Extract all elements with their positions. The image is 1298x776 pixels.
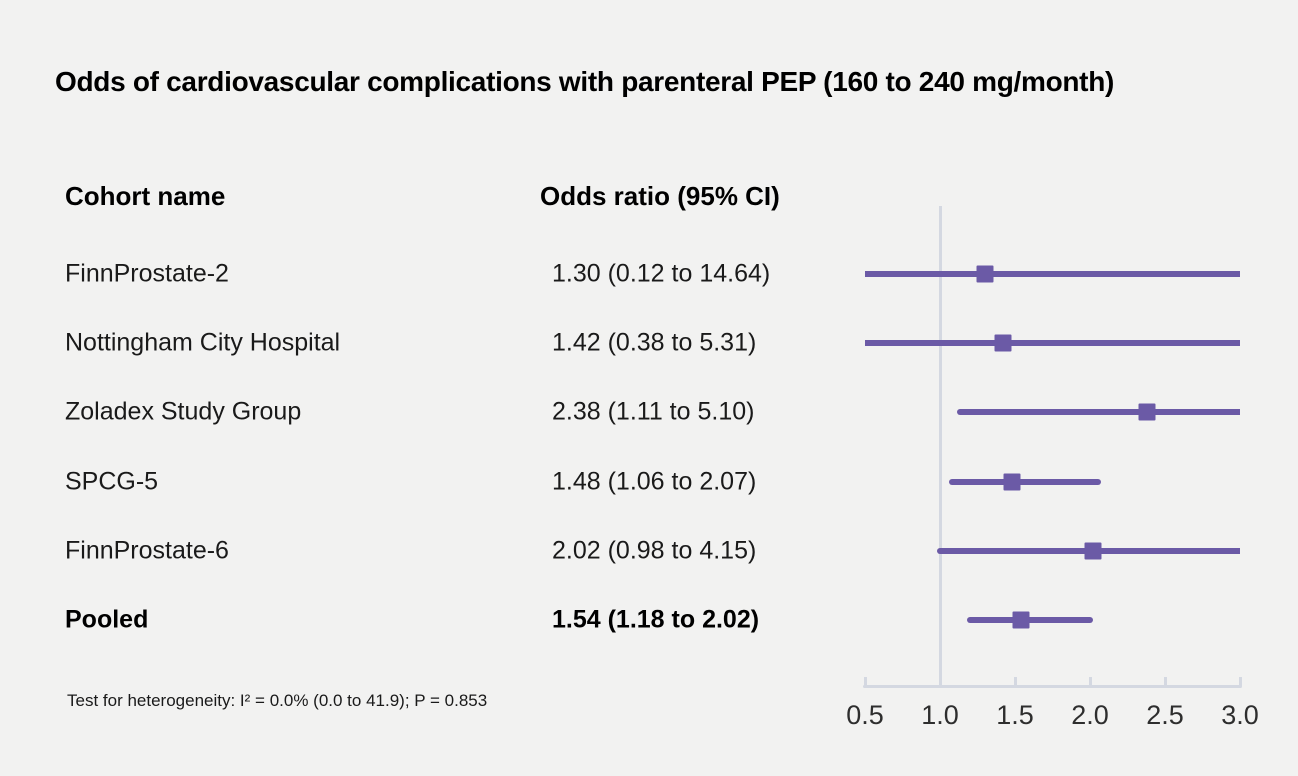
column-header-cohort-name: Cohort name	[65, 181, 226, 211]
cohort-label: Pooled	[65, 605, 149, 634]
cohort-label: FinnProstate-6	[65, 536, 229, 565]
column-header-odds-ratio: Odds ratio (95% CI)	[540, 181, 780, 211]
confidence-interval-line	[865, 271, 1240, 277]
chart-title: Odds of cardiovascular complications wit…	[55, 66, 1115, 97]
odds-ratio-marker	[1084, 542, 1102, 560]
x-axis-tick-label: 3.0	[1221, 700, 1259, 730]
confidence-interval-line	[949, 478, 1101, 485]
x-axis-tick-label: 1.0	[921, 700, 959, 730]
cohort-label: FinnProstate-2	[65, 259, 229, 288]
odds-ratio-ci-value: 2.38 (1.11 to 5.10)	[552, 397, 755, 426]
odds-ratio-marker	[994, 334, 1012, 352]
x-axis-tick-label: 1.5	[996, 700, 1034, 730]
x-axis-tick-label: 0.5	[846, 700, 884, 730]
x-axis-tick	[1163, 677, 1167, 686]
odds-ratio-ci-value: 2.02 (0.98 to 4.15)	[552, 536, 757, 565]
odds-ratio-marker	[1003, 473, 1021, 491]
cohort-label: Nottingham City Hospital	[65, 328, 341, 357]
odds-ratio-ci-value: 1.30 (0.12 to 14.64)	[552, 259, 771, 288]
x-axis-tick-label: 2.5	[1146, 700, 1184, 730]
x-axis-tick	[863, 677, 867, 686]
x-axis-tick	[1238, 677, 1242, 686]
x-axis-line	[863, 685, 1242, 688]
reference-line-or-1	[938, 206, 942, 688]
confidence-interval-line	[956, 409, 1240, 416]
confidence-interval-line	[865, 340, 1240, 347]
odds-ratio-marker	[1138, 403, 1156, 421]
odds-ratio-marker	[976, 265, 994, 283]
cohort-label: Zoladex Study Group	[65, 397, 302, 426]
x-axis-tick	[1013, 677, 1017, 686]
x-axis-tick-label: 2.0	[1071, 700, 1109, 730]
odds-ratio-ci-value: 1.54 (1.18 to 2.02)	[552, 605, 760, 634]
odds-ratio-marker	[1012, 611, 1030, 629]
x-axis-tick	[1088, 677, 1092, 686]
confidence-interval-line	[967, 617, 1093, 623]
heterogeneity-footnote: Test for heterogeneity: I² = 0.0% (0.0 t…	[67, 691, 488, 710]
cohort-label: SPCG-5	[65, 467, 159, 496]
odds-ratio-ci-value: 1.42 (0.38 to 5.31)	[552, 328, 757, 357]
x-axis-tick	[938, 677, 942, 686]
odds-ratio-ci-value: 1.48 (1.06 to 2.07)	[552, 467, 757, 496]
